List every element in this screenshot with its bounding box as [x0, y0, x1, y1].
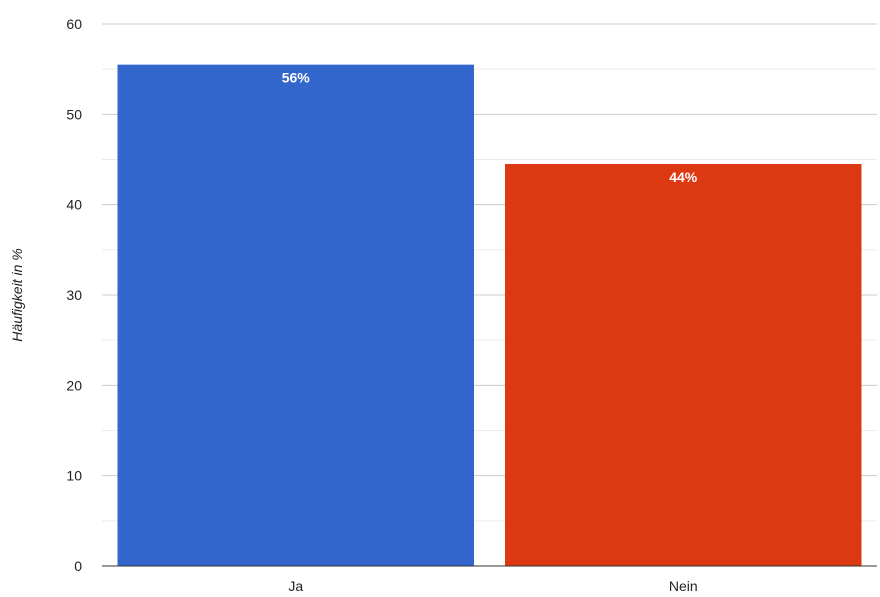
- bars: [117, 64, 862, 567]
- y-tick-label: 0: [74, 558, 82, 574]
- bar-data-labels: 56% 44%: [282, 70, 698, 185]
- y-tick-label: 50: [66, 106, 82, 122]
- bar-ja: [117, 64, 474, 567]
- x-category-label: Ja: [288, 578, 303, 594]
- y-tick-label: 40: [66, 197, 82, 213]
- y-tick-label: 10: [66, 468, 82, 484]
- y-axis-title: Häufigkeit in %: [9, 248, 25, 341]
- x-axis-categories: Ja Nein: [288, 578, 697, 594]
- x-category-label: Nein: [669, 578, 698, 594]
- y-tick-label: 60: [66, 16, 82, 32]
- y-tick-label: 20: [66, 377, 82, 393]
- y-axis-ticks: 0 10 20 30 40 50 60: [66, 16, 82, 574]
- bar-data-label: 56%: [282, 70, 311, 86]
- bar-data-label: 44%: [669, 169, 698, 185]
- bar-nein: [505, 164, 862, 566]
- y-tick-label: 30: [66, 287, 82, 303]
